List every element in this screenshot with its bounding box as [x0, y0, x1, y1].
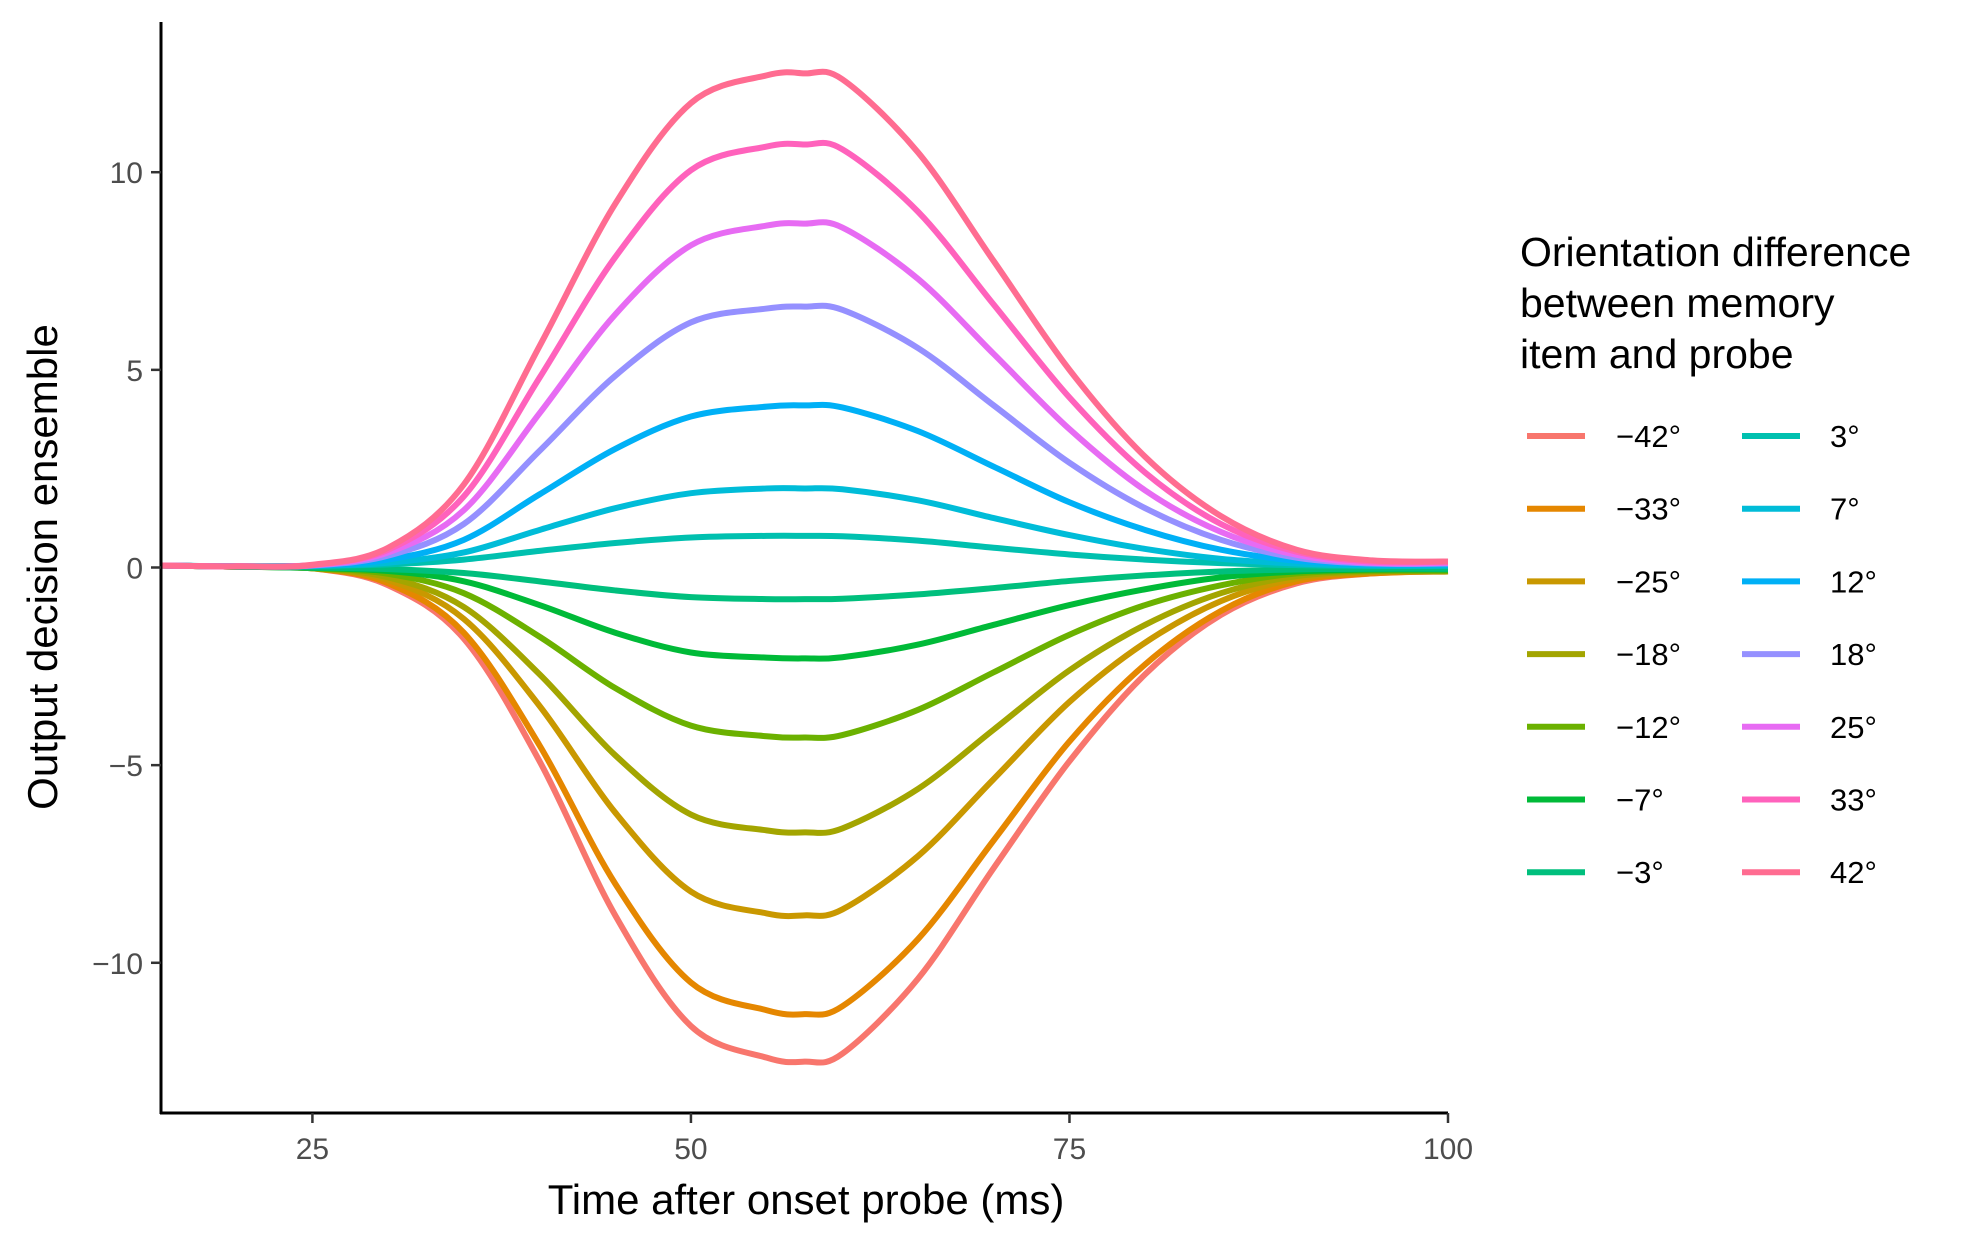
series-line-12 — [160, 139, 1449, 570]
legend-title-line-3: item and probe — [1520, 331, 1794, 377]
legend-label: 42° — [1830, 855, 1877, 890]
plot-panel: 25 50 75 100 −10 −5 0 5 10 — [92, 22, 1473, 1166]
series-line-6 — [160, 562, 1449, 603]
series-line-10 — [160, 302, 1449, 570]
x-tick-label: 50 — [674, 1133, 707, 1166]
legend-title-line-1: Orientation difference — [1520, 229, 1911, 275]
series-line-3 — [160, 562, 1449, 836]
x-axis-title: Time after onset probe (ms) — [548, 1176, 1065, 1223]
x-axis-ticks: 25 50 75 100 — [296, 1113, 1473, 1166]
legend-label: −7° — [1616, 783, 1664, 818]
legend-label: −12° — [1616, 710, 1681, 745]
legend-label: 18° — [1830, 637, 1877, 672]
legend-label: 12° — [1830, 564, 1877, 599]
series-lines — [160, 68, 1449, 1066]
series-line-2 — [160, 562, 1449, 920]
legend: Orientation difference between memory it… — [1520, 229, 1911, 890]
legend-label: 25° — [1830, 710, 1877, 745]
x-tick-label: 25 — [296, 1133, 329, 1166]
series-line-0 — [160, 562, 1449, 1066]
series-line-13 — [160, 68, 1449, 570]
series-line-1 — [160, 562, 1449, 1018]
legend-label: −18° — [1616, 637, 1681, 672]
y-tick-label: 10 — [110, 157, 143, 190]
legend-label: 7° — [1830, 492, 1860, 527]
y-axis-title: Output decision ensemble — [19, 324, 66, 810]
legend-items: −42° −33° −25° −18° −12° −7° −3° 3° 7° 12° 18° 25° 3… — [1527, 419, 1877, 890]
legend-label: −25° — [1616, 564, 1681, 599]
series-line-11 — [160, 219, 1449, 570]
series-line-8 — [160, 485, 1449, 570]
legend-label: −33° — [1616, 492, 1681, 527]
x-tick-label: 75 — [1053, 1133, 1086, 1166]
y-tick-label: −5 — [109, 750, 143, 783]
y-tick-label: 0 — [126, 553, 143, 586]
legend-title-line-2: between memory — [1520, 280, 1835, 326]
y-tick-label: 5 — [126, 355, 143, 388]
legend-label: −42° — [1616, 419, 1681, 454]
legend-label: 33° — [1830, 783, 1877, 818]
y-axis-ticks: −10 −5 0 5 10 — [92, 157, 161, 981]
y-tick-label: −10 — [92, 948, 143, 981]
x-tick-label: 100 — [1423, 1133, 1473, 1166]
series-line-9 — [160, 401, 1449, 570]
legend-label: −3° — [1616, 855, 1664, 890]
legend-label: 3° — [1830, 419, 1860, 454]
